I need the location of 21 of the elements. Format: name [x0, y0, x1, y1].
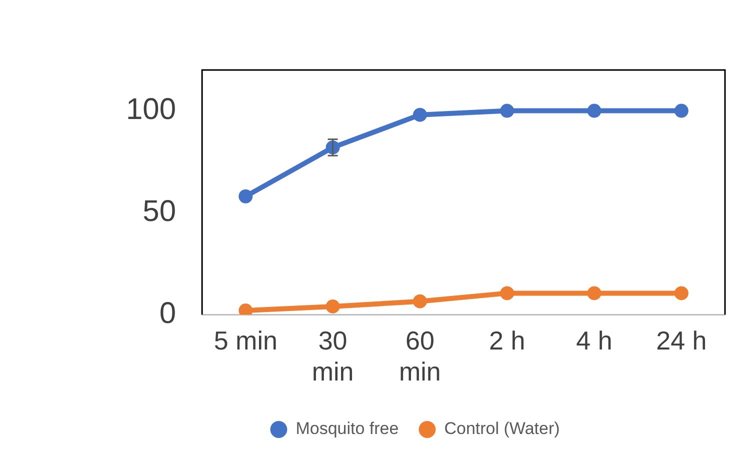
legend-label: Control (Water)	[444, 419, 560, 438]
x-tick-label: 2 h	[489, 325, 526, 356]
x-tick-label: 5 min	[214, 325, 278, 356]
point	[326, 299, 340, 314]
point	[587, 286, 602, 300]
legend-label: Mosquito free	[296, 419, 399, 438]
point	[674, 104, 688, 118]
y-tick-label: 100	[126, 93, 176, 126]
point	[674, 286, 688, 300]
point	[500, 104, 514, 118]
y-tick-label: 0	[159, 296, 176, 330]
x-tick-label: 24 h	[656, 325, 707, 356]
y-tick-label: 50	[142, 194, 176, 228]
x-tick-label: 4 h	[576, 325, 612, 356]
x-tick-label: 30 min	[312, 325, 354, 387]
point	[238, 189, 253, 204]
point	[500, 286, 514, 300]
x-tick-label: 60 min	[398, 325, 441, 387]
point	[412, 108, 427, 122]
point	[587, 104, 602, 118]
point	[412, 294, 427, 308]
